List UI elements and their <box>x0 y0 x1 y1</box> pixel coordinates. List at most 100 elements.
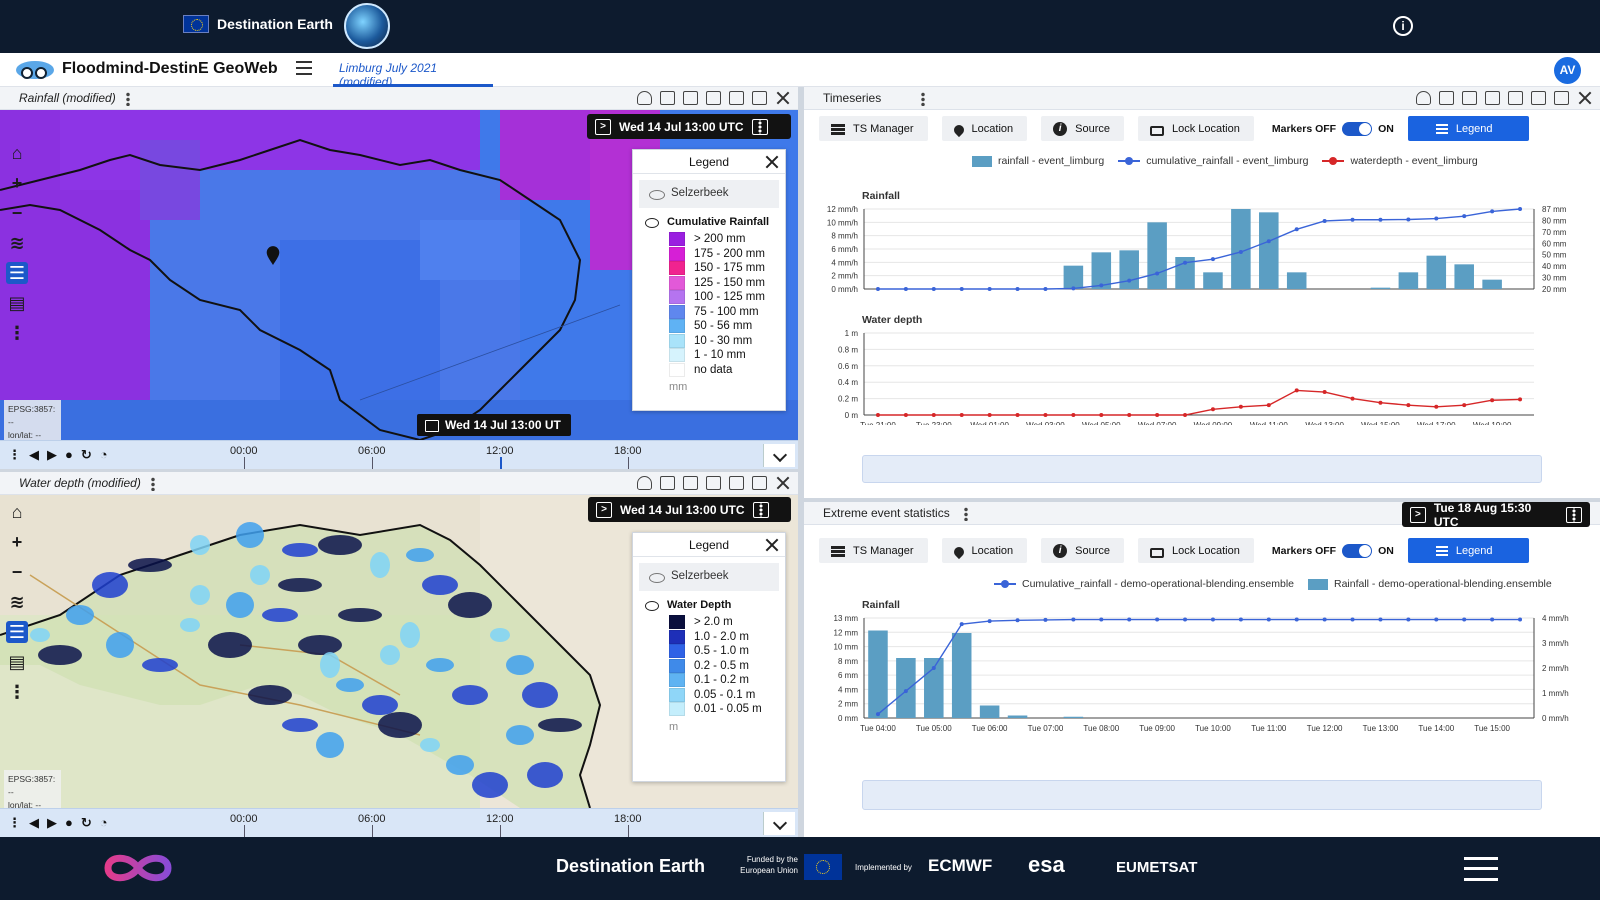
more-icon[interactable]: ⋮ <box>8 815 21 830</box>
location-button[interactable]: Location <box>941 538 1028 563</box>
source-button[interactable]: i Source <box>1041 538 1124 563</box>
active-layer-item[interactable]: Water Depth <box>643 599 785 611</box>
chevron-right-icon[interactable]: > <box>596 501 612 518</box>
menu-icon[interactable] <box>1464 857 1498 881</box>
timeline-bar[interactable]: ⋮ ◀ ▶ ● ↻ ◔ 00:00 06:00 12:00 18:00 <box>0 808 798 837</box>
panel-options-icon[interactable] <box>125 91 130 106</box>
auto-update-icon[interactable]: ↻ <box>80 447 92 462</box>
layer-info-icon[interactable]: ▤ <box>8 293 26 313</box>
step-back-icon[interactable]: ◀ <box>29 447 39 462</box>
split-right-icon[interactable] <box>729 476 744 490</box>
time-chip[interactable]: > Tue 18 Aug 15:30 UTC <box>1402 502 1590 529</box>
extreme-rainfall-chart[interactable]: Rainfall 0 mm 2 mm 4 mm 6 mm 8 mm 10 mm 12 mm 13… <box>804 600 1600 760</box>
rainfall-map[interactable]: ⌂ + − ≋ ☰ ▤ ⋮ > Wed 14 Jul 13:00 UTC Leg… <box>0 110 798 440</box>
split-down-icon[interactable] <box>706 91 721 105</box>
step-forward-icon[interactable]: ▶ <box>47 815 57 830</box>
map-time-chip[interactable]: > Wed 14 Jul 13:00 UTC <box>587 114 791 139</box>
info-icon[interactable]: i <box>1393 16 1413 36</box>
zoom-out-icon[interactable]: − <box>11 203 23 223</box>
rainfall-chart[interactable]: Rainfall 0 mm/h 2 mm/h 4 mm/h 6 mm/h 8 mm/h 10… <box>804 179 1600 349</box>
more-icon[interactable] <box>751 118 768 135</box>
workspace-tab[interactable]: Limburg July 2021 (modified) <box>333 53 493 89</box>
layers-icon[interactable]: ≋ <box>9 233 25 253</box>
legend-item[interactable]: cumulative_rainfall - event_limburg <box>1118 155 1308 167</box>
panel-divider[interactable] <box>804 498 1600 502</box>
more-icon[interactable] <box>1566 506 1582 523</box>
legend-item[interactable]: Cumulative_rainfall - demo-operational-b… <box>994 578 1294 590</box>
split-vertical-icon[interactable] <box>683 476 698 490</box>
zoom-in-icon[interactable]: + <box>11 173 23 193</box>
zoom-in-icon[interactable]: + <box>11 532 23 552</box>
lock-location-button[interactable]: Lock Location <box>1137 116 1254 141</box>
legend-button[interactable]: Legend <box>1407 116 1529 141</box>
hidden-layer-item[interactable]: Selzerbeek <box>639 180 779 208</box>
sync-icon[interactable] <box>637 91 652 105</box>
split-horizontal-icon[interactable] <box>1462 91 1477 105</box>
more-icon[interactable]: ⋮ <box>8 447 21 462</box>
time-scale[interactable]: 00:00 06:00 12:00 18:00 <box>150 441 760 469</box>
menu-icon[interactable] <box>296 61 312 75</box>
link-icon[interactable] <box>1439 91 1454 105</box>
close-icon[interactable] <box>765 538 779 552</box>
split-down-icon[interactable] <box>1508 91 1523 105</box>
animation-speed-icon[interactable]: ◔ <box>99 815 108 830</box>
toggle-switch[interactable] <box>1342 121 1373 136</box>
home-icon[interactable]: ⌂ <box>11 143 23 163</box>
zoom-out-icon[interactable]: − <box>11 562 23 582</box>
location-button[interactable]: Location <box>941 116 1028 141</box>
expand-icon[interactable] <box>752 91 767 105</box>
legend-button[interactable]: Legend <box>1407 538 1529 563</box>
waterdepth-map[interactable]: ⌂ + − ≋ ☰ ▤ ⋮ > Wed 14 Jul 13:00 UTC Leg… <box>0 495 798 808</box>
panel-divider[interactable] <box>798 87 804 837</box>
play-icon[interactable]: ● <box>65 815 73 830</box>
range-slider[interactable] <box>862 455 1542 483</box>
auto-update-icon[interactable]: ↻ <box>80 815 92 830</box>
legend-list-icon[interactable]: ☰ <box>6 621 28 643</box>
time-scale[interactable]: 00:00 06:00 12:00 18:00 <box>150 809 760 837</box>
ts-manager-button[interactable]: TS Manager <box>819 116 928 141</box>
legend-item[interactable]: Rainfall - demo-operational-blending.ens… <box>1308 578 1552 590</box>
more-icon[interactable] <box>752 501 769 518</box>
home-icon[interactable]: ⌂ <box>11 502 23 522</box>
chevron-right-icon[interactable]: > <box>595 118 611 135</box>
map-time-chip[interactable]: > Wed 14 Jul 13:00 UTC <box>588 497 791 522</box>
step-back-icon[interactable]: ◀ <box>29 815 39 830</box>
split-right-icon[interactable] <box>729 91 744 105</box>
chevron-down-icon[interactable] <box>763 444 795 467</box>
panel-options-icon[interactable] <box>150 476 155 491</box>
timeline-bar[interactable]: ⋮ ◀ ▶ ● ↻ ◔ 00:00 06:00 12:00 18:00 <box>0 440 798 469</box>
legend-item[interactable]: rainfall - event_limburg <box>972 155 1104 167</box>
step-forward-icon[interactable]: ▶ <box>47 447 57 462</box>
more-options-icon[interactable]: ⋮ <box>8 682 26 702</box>
split-vertical-icon[interactable] <box>1485 91 1500 105</box>
sync-icon[interactable] <box>1416 91 1431 105</box>
markers-toggle[interactable]: Markers OFF ON <box>1272 543 1394 558</box>
layers-icon[interactable]: ≋ <box>9 592 25 612</box>
split-right-icon[interactable] <box>1531 91 1546 105</box>
avatar[interactable]: AV <box>1554 57 1581 84</box>
split-vertical-icon[interactable] <box>683 91 698 105</box>
sync-icon[interactable] <box>637 476 652 490</box>
animation-speed-icon[interactable]: ◔ <box>99 447 108 462</box>
panel-divider[interactable] <box>0 469 798 472</box>
more-options-icon[interactable]: ⋮ <box>8 323 26 343</box>
active-layer-item[interactable]: Cumulative Rainfall <box>643 216 785 228</box>
waterdepth-chart[interactable]: Water depth 0 m 0.2 m 0.4 m 0.6 m 0.8 m 1 m Tue… <box>804 305 1600 425</box>
play-icon[interactable]: ● <box>65 447 73 462</box>
close-icon[interactable] <box>775 476 790 490</box>
expand-icon[interactable] <box>1554 91 1569 105</box>
legend-item[interactable]: waterdepth - event_limburg <box>1322 155 1478 167</box>
panel-options-icon[interactable] <box>921 91 926 106</box>
split-down-icon[interactable] <box>706 476 721 490</box>
layer-info-icon[interactable]: ▤ <box>8 652 26 672</box>
split-horizontal-icon[interactable] <box>660 476 675 490</box>
chevron-right-icon[interactable]: > <box>1410 506 1426 523</box>
chevron-down-icon[interactable] <box>763 812 795 835</box>
destination-earth-brand[interactable]: Destination Earth <box>183 15 333 33</box>
close-icon[interactable] <box>775 91 790 105</box>
range-slider[interactable] <box>862 780 1542 810</box>
close-icon[interactable] <box>1577 91 1592 105</box>
split-horizontal-icon[interactable] <box>660 91 675 105</box>
legend-list-icon[interactable]: ☰ <box>6 262 28 284</box>
panel-options-icon[interactable] <box>963 506 968 521</box>
